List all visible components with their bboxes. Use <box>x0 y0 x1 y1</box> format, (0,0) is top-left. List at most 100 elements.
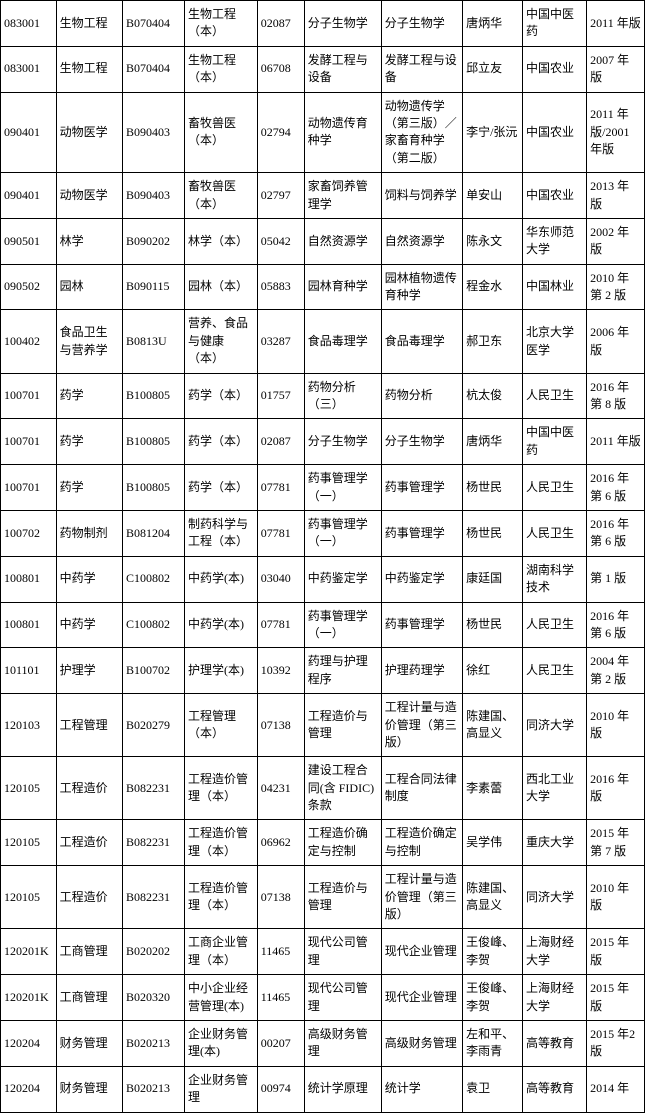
table-cell: 2016 年第 8 版 <box>587 373 645 419</box>
table-cell: 林学（本） <box>184 218 257 264</box>
table-cell: 自然资源学 <box>381 218 462 264</box>
table-cell: 人民卫生 <box>522 648 586 694</box>
table-cell: 中国中医药 <box>522 419 586 465</box>
table-cell: 左和平、李雨青 <box>463 1020 523 1066</box>
table-cell: 生物工程 <box>56 1 122 47</box>
table-cell: 人民卫生 <box>522 465 586 511</box>
table-row: 090401动物医学B090403畜牧兽医（本）02794动物遗传育种学动物遗传… <box>1 92 645 173</box>
table-cell: B020279 <box>122 694 184 757</box>
table-cell: 药理与护理程序 <box>304 648 381 694</box>
table-cell: B070404 <box>122 1 184 47</box>
table-cell: B081204 <box>122 510 184 556</box>
table-cell: B020202 <box>122 929 184 975</box>
table-cell: 药事管理学（一） <box>304 465 381 511</box>
table-cell: 2013 年版 <box>587 173 645 219</box>
table-cell: 发酵工程与设备 <box>304 46 381 92</box>
table-cell: 郝卫东 <box>463 310 523 373</box>
table-cell: 100801 <box>1 556 57 602</box>
table-cell: 120201K <box>1 975 57 1021</box>
table-cell: 07138 <box>257 866 304 929</box>
table-cell: 袁卫 <box>463 1066 523 1112</box>
table-row: 100702药物制剂B081204制药科学与工程（本）07781药事管理学（一）… <box>1 510 645 556</box>
table-cell: 动物遗传育种学 <box>304 92 381 173</box>
table-cell: 中国农业 <box>522 173 586 219</box>
table-cell: 同济大学 <box>522 694 586 757</box>
table-cell: 药事管理学 <box>381 465 462 511</box>
table-cell: 食品毒理学 <box>304 310 381 373</box>
table-row: 120201K工商管理B020202工商企业管理（本）11465现代公司管理现代… <box>1 929 645 975</box>
table-cell: 高等教育 <box>522 1020 586 1066</box>
table-row: 090501林学B090202林学（本）05042自然资源学自然资源学陈永文华东… <box>1 218 645 264</box>
table-cell: 同济大学 <box>522 866 586 929</box>
table-cell: 现代公司管理 <box>304 975 381 1021</box>
table-cell: 护理学(本) <box>184 648 257 694</box>
table-cell: 04231 <box>257 757 304 820</box>
table-row: 083001生物工程B070404生物工程（本）06708发酵工程与设备发酵工程… <box>1 46 645 92</box>
table-cell: 药事管理学（一） <box>304 602 381 648</box>
table-cell: 分子生物学 <box>381 1 462 47</box>
table-cell: 动物遗传学（第三版）／家畜育种学（第二版） <box>381 92 462 173</box>
table-cell: 083001 <box>1 46 57 92</box>
table-cell: 2002 年版 <box>587 218 645 264</box>
table-cell: 工程管理 <box>56 694 122 757</box>
table-cell: 徐红 <box>463 648 523 694</box>
table-cell: 护理学 <box>56 648 122 694</box>
table-cell: 2010 年版 <box>587 866 645 929</box>
table-cell: 药学（本） <box>184 419 257 465</box>
table-cell: 中药鉴定学 <box>304 556 381 602</box>
table-cell: 02794 <box>257 92 304 173</box>
table-cell: 工商企业管理（本） <box>184 929 257 975</box>
table-cell: 02797 <box>257 173 304 219</box>
table-cell: 饲料与饲养学 <box>381 173 462 219</box>
table-cell: 自然资源学 <box>304 218 381 264</box>
table-cell: 090502 <box>1 264 57 310</box>
table-cell: 杨世民 <box>463 465 523 511</box>
table-cell: 人民卫生 <box>522 602 586 648</box>
table-cell: 11465 <box>257 975 304 1021</box>
table-cell: 2010 年第 2 版 <box>587 264 645 310</box>
table-cell: 中药学(本) <box>184 602 257 648</box>
table-cell: 07781 <box>257 602 304 648</box>
table-cell: 120105 <box>1 820 57 866</box>
table-cell: 药学 <box>56 419 122 465</box>
table-cell: B100702 <box>122 648 184 694</box>
table-cell: B0813U <box>122 310 184 373</box>
table-cell: 杭太俊 <box>463 373 523 419</box>
table-cell: 2007 年版 <box>587 46 645 92</box>
table-cell: 康廷国 <box>463 556 523 602</box>
table-row: 120105工程造价B082231工程造价管理（本）07138工程造价与管理工程… <box>1 866 645 929</box>
table-cell: 10392 <box>257 648 304 694</box>
table-cell: 陈永文 <box>463 218 523 264</box>
table-cell: 2016 年第 6 版 <box>587 602 645 648</box>
table-cell: 120201K <box>1 929 57 975</box>
table-cell: 090401 <box>1 92 57 173</box>
table-cell: 03287 <box>257 310 304 373</box>
table-row: 120105工程造价B082231工程造价管理（本）04231建设工程合同(含 … <box>1 757 645 820</box>
table-cell: B082231 <box>122 866 184 929</box>
table-cell: B090403 <box>122 173 184 219</box>
table-cell: 企业财务管理(本) <box>184 1020 257 1066</box>
table-cell: 林学 <box>56 218 122 264</box>
table-row: 100402食品卫生与营养学B0813U营养、食品与健康（本）03287食品毒理… <box>1 310 645 373</box>
table-cell: 统计学 <box>381 1066 462 1112</box>
table-cell: 畜牧兽医（本） <box>184 92 257 173</box>
table-cell: 王俊峰、李贺 <box>463 975 523 1021</box>
table-cell: 090501 <box>1 218 57 264</box>
table-cell: 高级财务管理 <box>381 1020 462 1066</box>
table-cell: B090403 <box>122 92 184 173</box>
table-cell: 07781 <box>257 510 304 556</box>
table-cell: 陈建国、高显义 <box>463 866 523 929</box>
table-cell: C100802 <box>122 602 184 648</box>
table-cell: 2015 年版 <box>587 975 645 1021</box>
table-cell: 重庆大学 <box>522 820 586 866</box>
table-cell: 工程计量与造价管理（第三版） <box>381 866 462 929</box>
table-cell: 统计学原理 <box>304 1066 381 1112</box>
table-cell: 湖南科学技术 <box>522 556 586 602</box>
table-cell: 100702 <box>1 510 57 556</box>
table-cell: 园林育种学 <box>304 264 381 310</box>
table-cell: 家畜饲养管理学 <box>304 173 381 219</box>
table-cell: 药学 <box>56 465 122 511</box>
table-row: 083001生物工程B070404生物工程（本）02087分子生物学分子生物学唐… <box>1 1 645 47</box>
table-cell: 现代公司管理 <box>304 929 381 975</box>
table-cell: 120204 <box>1 1066 57 1112</box>
